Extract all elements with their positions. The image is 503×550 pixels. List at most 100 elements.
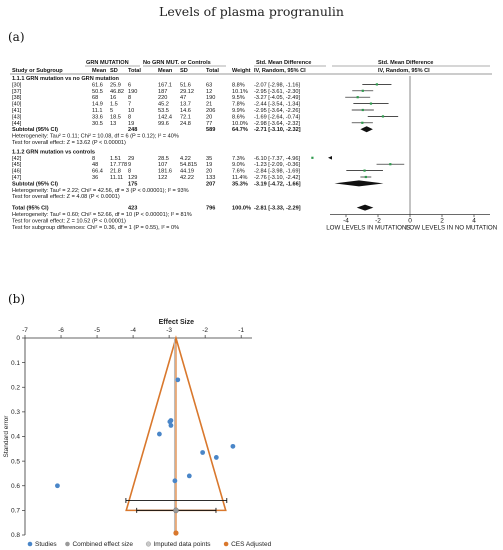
funnel-y-tick-label: 0.8: [11, 532, 20, 539]
grn-mean-cell: 14.9: [92, 102, 103, 108]
grn-total-cell: 6: [128, 82, 131, 88]
forest-x-tick-label: 4: [472, 218, 476, 225]
ctrl-sd-cell: 72.1: [180, 114, 191, 120]
ci-cell: -2.84 [-3.98, -1.69]: [254, 169, 300, 175]
subtotal-ctrl-total: 589: [206, 127, 215, 133]
grn-sd-cell: 16: [110, 95, 116, 101]
col-header-weight: Weight: [232, 68, 251, 74]
subtotal-weight: 64.7%: [232, 127, 248, 133]
ctrl-sd-cell: 42.22: [180, 175, 194, 181]
study-point: [167, 419, 173, 425]
subgroup-title: 1.1.1 GRN mutation vs no GRN mutation: [12, 76, 119, 82]
subtotal-diamond: [334, 180, 384, 187]
ctrl-sd-cell: 4.22: [180, 156, 191, 162]
col-header-mean: Mean: [158, 68, 173, 74]
total-label: Total (95% CI): [12, 206, 49, 212]
legend-label: CES Adjusted: [231, 541, 271, 548]
study-point: [172, 478, 178, 484]
study-point-square: [381, 115, 385, 118]
funnel-x-tick-label: -2: [202, 327, 208, 334]
panel-a-label: (a): [8, 30, 25, 44]
ctrl-mean-cell: 220: [158, 95, 167, 101]
grn-sd-cell: 5: [110, 108, 113, 114]
study-label: [41]: [12, 108, 22, 114]
subtotal-weight: 35.3%: [232, 181, 248, 187]
study-point: [156, 431, 162, 437]
grn-sd-cell: 18.5: [110, 114, 121, 120]
header-grn-mutation: GRN MUTATION: [86, 60, 129, 66]
ctrl-mean-cell: 167.1: [158, 82, 172, 88]
funnel-y-tick-label: 0.4: [11, 434, 20, 441]
forest-x-tick-label: 0: [408, 218, 412, 225]
overall-effect-text: Test for overall effect: Z = 13.62 (P < …: [12, 140, 126, 146]
weight-cell: 11.4%: [232, 175, 247, 181]
grn-sd-cell: 1.51: [110, 156, 121, 162]
panel-b-label: (b): [8, 292, 26, 306]
subtotal-ci: -2.71 [-3.10, -2.32]: [254, 127, 301, 133]
ctrl-sd-cell: 14.6: [180, 108, 191, 114]
study-label: [37]: [12, 89, 22, 95]
funnel-x-tick-label: -3: [166, 327, 172, 334]
study-label: [43]: [12, 114, 22, 120]
grn-sd-cell: 46.82: [110, 89, 124, 95]
ci-cell: -2.95 [-3.64, -2.26]: [254, 108, 300, 114]
col-header-sd: SD: [110, 68, 118, 74]
col-header-total: Total: [206, 68, 219, 74]
ci-cell: -2.76 [-3.10, -2.42]: [254, 175, 300, 181]
study-point: [213, 455, 219, 460]
funnel-x-tick-label: -1: [238, 327, 244, 334]
grn-mean-cell: 61.6: [92, 82, 103, 88]
grn-mean-cell: 8: [92, 156, 95, 162]
ctrl-total-cell: 35: [206, 156, 212, 162]
grn-total-cell: 19: [128, 121, 134, 127]
grn-sd-cell: 1.5: [110, 102, 118, 108]
grn-total-cell: 8: [128, 169, 131, 175]
study-point-square: [356, 96, 359, 99]
funnel-y-axis-label: Standard error: [3, 415, 10, 458]
grn-mean-cell: 50.5: [92, 89, 103, 95]
ctrl-mean-cell: 45.2: [158, 102, 169, 108]
total-diamond: [356, 204, 374, 211]
ctrl-sd-cell: 44.19: [180, 169, 194, 175]
ci-cell: -1.69 [-2.64, -0.74]: [254, 114, 300, 120]
ces-adjusted-point: [173, 530, 179, 536]
grn-mean-cell: 68: [92, 95, 98, 101]
weight-cell: 8.8%: [232, 82, 245, 88]
grn-total-cell: 190: [128, 89, 137, 95]
subtotal-grn-total: 175: [128, 181, 137, 187]
study-label: [40]: [12, 102, 22, 108]
study-point-square: [364, 175, 367, 179]
ctrl-sd-cell: 54.815: [180, 162, 197, 168]
funnel-y-tick-label: 0.6: [11, 483, 20, 490]
study-point: [200, 450, 206, 455]
ctrl-mean-cell: 28.5: [158, 156, 169, 162]
weight-cell: 7.3%: [232, 156, 245, 162]
ci-cell: -6.10 [-7.37, -4.96]: [254, 156, 300, 162]
study-point-square: [389, 163, 392, 166]
funnel-y-tick-label: 0.7: [11, 508, 20, 515]
combined-effect-point: [173, 507, 179, 514]
ctrl-total-cell: 77: [206, 121, 212, 127]
ctrl-total-cell: 12: [206, 89, 212, 95]
grn-total-cell: 7: [128, 102, 131, 108]
weight-cell: 9.0%: [232, 162, 245, 168]
forest-x-tick-label: 2: [440, 218, 444, 225]
ci-cell: -2.95 [-3.61, -2.30]: [254, 89, 300, 95]
subtotal-ctrl-total: 207: [206, 181, 215, 187]
grn-total-cell: 8: [128, 95, 131, 101]
ctrl-total-cell: 63: [206, 82, 212, 88]
study-point-square: [361, 89, 364, 92]
grn-sd-cell: 17.778: [110, 162, 127, 168]
ctrl-total-cell: 133: [206, 175, 215, 181]
study-label: [46]: [12, 169, 22, 175]
subtotal-diamond: [360, 126, 373, 133]
grn-sd-cell: 21.8: [110, 169, 121, 175]
total-heterogeneity-text: Heterogeneity: Tau² = 0.60; Chi² = 52.66…: [12, 212, 192, 218]
study-label: [30]: [12, 82, 22, 88]
ctrl-total-cell: 206: [206, 108, 215, 114]
subtotal-label: Subtotal (95% CI): [12, 127, 58, 133]
study-point-square: [361, 108, 364, 112]
subgroup-differences-text: Test for subgroup differences: Chi² = 0.…: [12, 225, 179, 231]
study-point: [175, 377, 181, 383]
funnel-x-axis-label: Effect Size: [159, 319, 195, 326]
